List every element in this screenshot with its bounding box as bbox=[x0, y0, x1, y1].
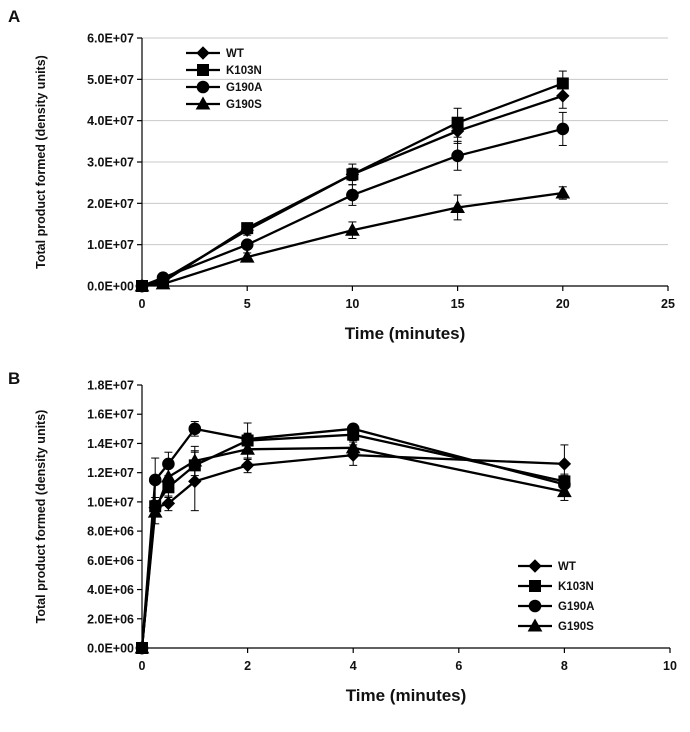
y-tick-label-b: 1.0E+07 bbox=[87, 495, 134, 509]
series-line-g190a bbox=[141, 127, 564, 288]
legend-label-g190a: G190A bbox=[558, 601, 594, 613]
y-tick-label-a: 3.0E+07 bbox=[87, 156, 134, 170]
legend-marker-wt bbox=[196, 46, 210, 60]
marker-g190s-point bbox=[134, 278, 150, 292]
y-tick-label-b: 0.0E+00 bbox=[87, 642, 134, 656]
y-tick-label-b: 1.4E+07 bbox=[87, 437, 134, 451]
marker-k103n-point bbox=[451, 116, 464, 129]
marker-wt-point bbox=[161, 496, 176, 511]
marker-g190a-point bbox=[188, 422, 202, 436]
x-tick-label-a: 25 bbox=[661, 297, 675, 311]
series-g190s-b bbox=[134, 438, 572, 654]
marker-wt-point bbox=[240, 458, 255, 473]
legend-label-wt: WT bbox=[558, 561, 576, 573]
marker-g190s-point bbox=[161, 469, 176, 483]
x-tick-label-a: 15 bbox=[451, 297, 465, 311]
marker-g190a-point bbox=[346, 422, 360, 436]
marker-g190s-point bbox=[450, 199, 465, 213]
legend-b: WT K103N G190A G190S bbox=[518, 559, 594, 633]
y-tick-label-b: 1.6E+07 bbox=[87, 408, 134, 422]
legend-marker-wt bbox=[528, 559, 542, 573]
legend-marker-k103n bbox=[529, 580, 541, 592]
marker-g190s-point bbox=[147, 504, 163, 518]
y-tick-label-a: 4.0E+07 bbox=[87, 114, 134, 128]
legend-label-k103n: K103N bbox=[558, 581, 594, 593]
legend-marker-g190a bbox=[196, 80, 210, 94]
panel-a-label: A bbox=[8, 7, 20, 26]
marker-g190s-point bbox=[240, 441, 255, 455]
x-tick-label-b: 6 bbox=[455, 659, 462, 673]
marker-g190s-point bbox=[555, 185, 571, 199]
y-axis-title-a: Total product formed (density units) bbox=[34, 55, 48, 269]
legend-label-g190s: G190S bbox=[558, 621, 594, 633]
legend-marker-g190a bbox=[528, 599, 542, 613]
y-tick-label-b: 6.0E+06 bbox=[87, 554, 134, 568]
panel-b-label: B bbox=[8, 369, 20, 388]
x-tick-label-a: 0 bbox=[139, 297, 146, 311]
x-tick-label-a: 10 bbox=[345, 297, 359, 311]
y-axis-title-b: Total product formed (density units) bbox=[34, 410, 48, 624]
chart-panel-b: 0.0E+00 2.0E+06 4.0E+06 6.0E+06 8.0E+06 1.0E+… bbox=[34, 379, 677, 706]
x-tick-label-a: 20 bbox=[556, 297, 570, 311]
x-tick-label-b: 8 bbox=[561, 659, 568, 673]
x-tick-label-a: 5 bbox=[244, 297, 251, 311]
y-tick-label-a: 1.0E+07 bbox=[87, 238, 134, 252]
y-tick-label-a: 6.0E+07 bbox=[87, 32, 134, 46]
marker-wt-point bbox=[557, 457, 572, 471]
marker-g190s-point bbox=[155, 276, 171, 290]
marker-g190s-point bbox=[134, 640, 150, 654]
legend-label-k103n: K103N bbox=[226, 65, 262, 77]
marker-g190a-point bbox=[346, 188, 359, 202]
legend-label-g190s: G190S bbox=[226, 99, 262, 111]
legend-marker-g190s bbox=[527, 618, 543, 632]
marker-g190s-point bbox=[345, 440, 361, 454]
x-axis-title-a: Time (minutes) bbox=[345, 324, 466, 343]
chart-panel-a: 0.0E+00 1.0E+07 2.0E+07 3.0E+07 4.0E+07 5.0E+… bbox=[34, 32, 675, 344]
x-tick-label-b: 0 bbox=[139, 659, 146, 673]
marker-g190s-point bbox=[557, 484, 572, 498]
marker-g190a-point bbox=[556, 122, 570, 136]
y-tick-label-a: 2.0E+07 bbox=[87, 197, 134, 211]
series-line-g190s bbox=[141, 191, 563, 288]
y-tick-label-b: 2.0E+06 bbox=[87, 612, 134, 626]
marker-k103n-point bbox=[556, 77, 569, 90]
series-line-wt bbox=[140, 453, 565, 649]
marker-k103n-point bbox=[241, 222, 254, 235]
series-wt-b bbox=[135, 444, 572, 655]
x-tick-label-b: 2 bbox=[244, 659, 251, 673]
marker-g190a-point bbox=[451, 149, 464, 163]
marker-g190a-point bbox=[148, 473, 162, 487]
y-tick-label-b: 4.0E+06 bbox=[87, 583, 134, 597]
marker-g190s-point bbox=[345, 222, 360, 236]
series-g190s-a bbox=[134, 185, 571, 292]
marker-k103n-point bbox=[346, 168, 359, 181]
legend-label-wt: WT bbox=[226, 48, 244, 60]
y-tick-label-a: 5.0E+07 bbox=[87, 73, 134, 87]
y-tick-label-a: 0.0E+00 bbox=[87, 280, 134, 294]
y-tick-label-b: 8.0E+06 bbox=[87, 525, 134, 539]
legend-marker-k103n bbox=[197, 64, 209, 76]
y-tick-label-b: 1.8E+07 bbox=[87, 379, 134, 393]
legend-a: WT K103N G190A G190S bbox=[186, 46, 262, 111]
marker-wt-point bbox=[188, 474, 202, 489]
marker-g190s-point bbox=[187, 453, 203, 467]
marker-g190s-point bbox=[239, 249, 255, 263]
x-tick-label-b: 4 bbox=[350, 659, 357, 673]
marker-g190a-point bbox=[240, 238, 254, 251]
x-tick-label-b: 10 bbox=[663, 659, 677, 673]
y-tick-label-b: 1.2E+07 bbox=[87, 466, 134, 480]
x-axis-title-b: Time (minutes) bbox=[346, 686, 467, 705]
legend-label-g190a: G190A bbox=[226, 82, 262, 94]
legend-marker-g190s bbox=[195, 96, 211, 110]
